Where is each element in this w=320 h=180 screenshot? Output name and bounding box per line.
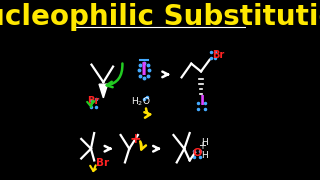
Text: I: I (141, 62, 147, 80)
Text: I: I (200, 94, 205, 108)
Text: +: + (197, 141, 205, 151)
Text: H$_2$O: H$_2$O (131, 96, 150, 108)
Text: H: H (201, 152, 208, 161)
Text: H: H (201, 138, 208, 147)
Text: Br: Br (88, 96, 100, 106)
Text: +: + (130, 132, 141, 146)
Text: Nucleophilic Substitution: Nucleophilic Substitution (0, 3, 320, 31)
Text: O: O (193, 148, 202, 158)
Polygon shape (99, 84, 108, 98)
Text: Br: Br (96, 158, 109, 168)
Text: Br: Br (212, 50, 224, 60)
